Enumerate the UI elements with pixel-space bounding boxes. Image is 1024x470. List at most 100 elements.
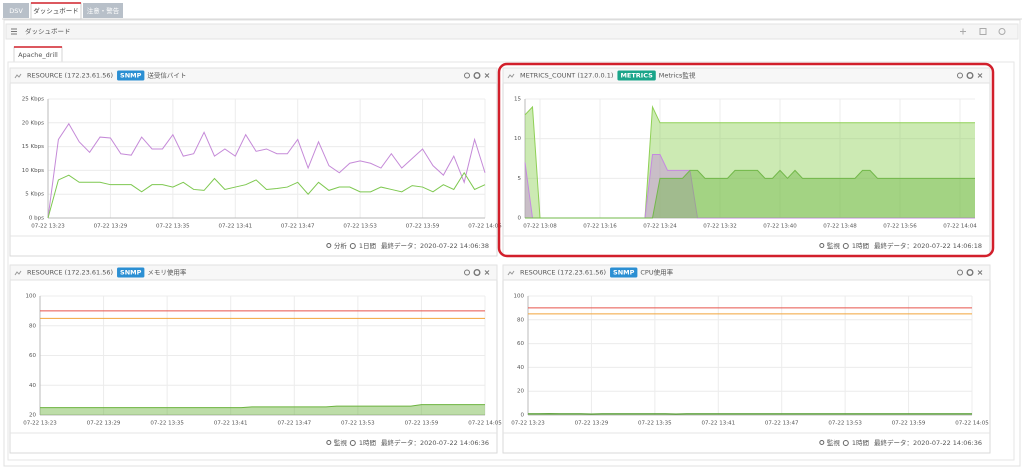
x-tick-label: 07-22 13:48	[823, 224, 857, 230]
x-tick-label: 07-22 13:35	[150, 421, 184, 427]
panel-subtitle: 送受信バイト	[147, 71, 186, 80]
y-tick-label: 60	[29, 353, 36, 359]
area	[525, 170, 975, 218]
line	[47, 171, 486, 219]
panel-title: METRICS_COUNT (127.0.0.1)	[520, 72, 613, 80]
last-data: 最終データ：2020-07-22 14:06:38	[381, 241, 489, 250]
refresh-icon[interactable]	[464, 72, 470, 79]
line	[40, 404, 485, 409]
menu-icon[interactable]	[11, 28, 17, 35]
panel-subtitle: CPU使用率	[640, 268, 673, 277]
x-tick-label: 07-22 13:35	[638, 421, 672, 427]
y-tick-label: 80	[29, 323, 36, 329]
tab-label: 注意・警告	[87, 6, 120, 15]
y-tick-label: 5 Kbps	[25, 192, 44, 198]
panels: RESOURCE (172.23.61.56) SNMP 送受信バイト 0 bps 5 …	[9, 67, 991, 454]
period: 1時間	[359, 439, 376, 447]
tab-label: ダッシュボード	[33, 6, 79, 15]
period: 1時間	[852, 242, 869, 250]
settings-icon[interactable]	[473, 71, 481, 79]
y-tick-label: 10	[514, 136, 521, 142]
x-tick-label: 07-22 13:23	[31, 224, 65, 230]
header-title: ダッシュボード	[25, 27, 71, 36]
x-tick-label: 07-22 13:23	[23, 421, 57, 427]
refresh-icon[interactable]	[957, 72, 963, 79]
close-icon[interactable]	[484, 73, 490, 78]
mode: 監視	[827, 241, 841, 250]
panel-title: RESOURCE (172.23.61.56)	[27, 72, 113, 80]
close-icon[interactable]	[484, 270, 490, 275]
subtab-label: Apache_drill	[18, 51, 58, 59]
close-icon[interactable]	[977, 73, 983, 78]
y-tick-label: 0 bps	[29, 216, 44, 222]
settings-icon[interactable]	[966, 269, 974, 277]
refresh-icon[interactable]	[957, 269, 963, 276]
panel-title: RESOURCE (172.23.61.56)	[27, 269, 113, 277]
x-tick-label: 07-22 13:53	[343, 224, 377, 230]
y-tick-label: 20	[517, 389, 524, 395]
tab-label: DSV	[9, 7, 23, 15]
y-tick-label: 5	[518, 176, 522, 182]
y-tick-label: 40	[29, 383, 36, 389]
badge	[610, 267, 638, 278]
area	[40, 404, 485, 415]
tab[interactable]	[83, 3, 123, 18]
panel-area	[7, 61, 1015, 461]
badge	[117, 267, 145, 278]
badge-label: SNMP	[613, 269, 635, 277]
x-tick-label: 07-22 13:29	[87, 421, 121, 427]
y-tick-label: 0	[518, 216, 522, 222]
x-tick-label: 07-22 14:05	[468, 421, 502, 427]
x-tick-label: 07-22 14:04	[943, 224, 977, 230]
tab[interactable]	[3, 3, 29, 18]
x-tick-label: 07-22 13:59	[892, 421, 926, 427]
x-tick-label: 07-22 13:59	[405, 421, 439, 427]
chart-icon	[14, 270, 22, 276]
x-tick-label: 07-22 13:40	[763, 224, 797, 230]
y-tick-label: 10 Kbps	[22, 168, 44, 174]
x-tick-label: 07-22 13:47	[277, 421, 311, 427]
x-tick-label: 07-22 13:47	[765, 421, 799, 427]
x-tick-label: 07-22 13:29	[575, 421, 609, 427]
panel-subtitle: Metrics監視	[659, 71, 696, 80]
mode-icon	[819, 440, 825, 445]
badge-label: METRICS	[620, 72, 653, 80]
close-icon[interactable]	[977, 270, 983, 275]
settings-icon[interactable]	[966, 71, 974, 79]
mode: 分析	[334, 241, 348, 250]
y-tick-label: 15	[514, 97, 521, 103]
x-tick-label: 07-22 14:05	[468, 224, 502, 230]
x-tick-label: 07-22 13:53	[341, 421, 375, 427]
area	[525, 106, 975, 218]
period: 1時間	[852, 439, 869, 447]
y-tick-label: 40	[517, 365, 524, 371]
mode-icon	[326, 440, 332, 445]
chart-icon	[507, 73, 515, 79]
mode: 監視	[334, 438, 348, 447]
y-tick-label: 100	[26, 294, 37, 300]
chart-icon	[14, 73, 22, 79]
clock-icon	[842, 243, 849, 249]
badge-label: SNMP	[120, 72, 142, 80]
x-tick-label: 07-22 13:23	[511, 421, 545, 427]
y-tick-label: 25 Kbps	[22, 97, 44, 103]
x-tick-label: 07-22 13:59	[406, 224, 440, 230]
panel-subtitle: メモリ使用率	[147, 268, 187, 277]
y-tick-label: 15 Kbps	[22, 144, 44, 150]
settings-icon[interactable]	[473, 269, 481, 277]
x-tick-label: 07-22 13:24	[643, 224, 677, 230]
last-data: 最終データ：2020-07-22 14:06:36	[874, 438, 982, 447]
mode: 監視	[827, 438, 841, 447]
badge	[117, 70, 145, 81]
refresh-icon[interactable]	[464, 269, 470, 276]
last-data: 最終データ：2020-07-22 14:06:36	[381, 438, 489, 447]
x-tick-label: 07-22 13:41	[218, 224, 252, 230]
x-tick-label: 07-22 13:32	[703, 224, 737, 230]
y-tick-label: 20 Kbps	[22, 120, 44, 126]
header-icons[interactable]	[960, 28, 1006, 35]
clock-icon	[842, 440, 849, 446]
chart-icon	[507, 270, 515, 276]
y-tick-label: 80	[517, 317, 524, 323]
clock-icon	[349, 243, 356, 249]
